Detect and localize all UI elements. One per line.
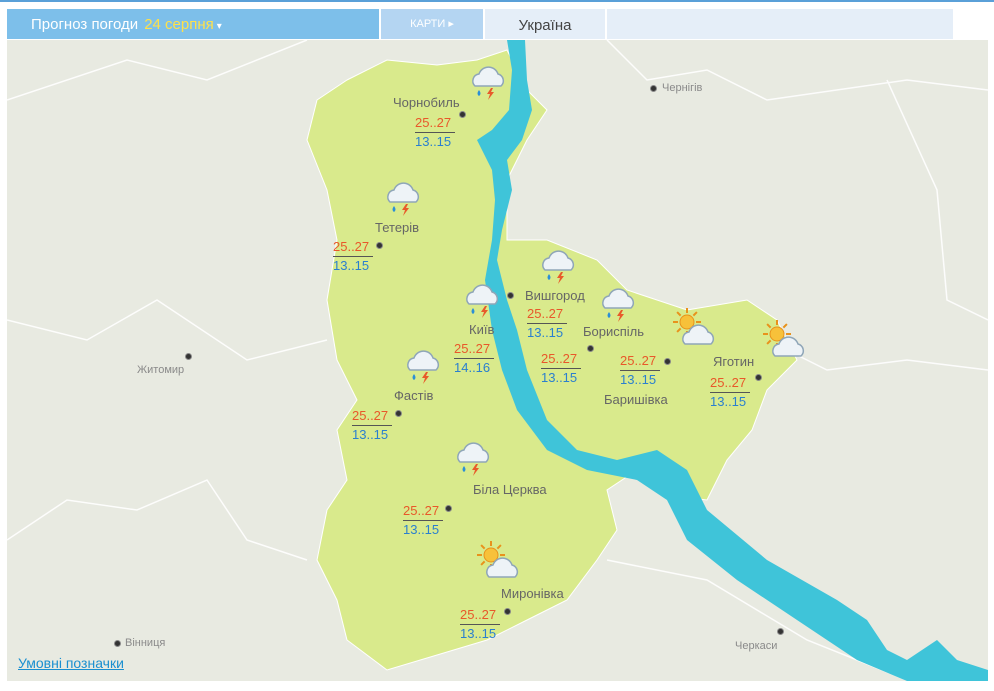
city-dot [755,374,762,381]
city-dot [459,111,466,118]
city-label: Тетерів [375,220,420,235]
city-label: Біла Церква [473,482,547,497]
city-dot [777,628,784,635]
cloud-rain-thunder-icon [400,344,446,384]
temperature-block: 25..27 13..15 [415,114,456,151]
city-label: Фастів [394,388,434,403]
header-tabs: Прогноз погоди 24 серпня ▾ КАРТИ ▸ Україна [7,9,953,39]
city-label-zhytomyr: Житомир [137,364,185,376]
temp-low: 14..16 [454,360,491,375]
tab-ukraine[interactable]: Україна [485,9,605,39]
temperature-block: 25..27 13..15 [403,502,444,539]
temp-high: 25..27 [454,340,495,359]
temp-high: 25..27 [710,374,751,393]
temperature-block: 25..27 13..15 [460,606,501,643]
map-background [7,40,988,681]
city-label-vinnytsia: Вінниця [125,637,166,649]
header-title: Прогноз погоди [31,16,139,33]
sun-cloud-icon [473,541,519,581]
temp-high: 25..27 [415,114,456,133]
city-label: Баришівка [604,392,668,407]
city-label: Бориспіль [583,324,645,339]
temp-low: 13..15 [333,258,370,273]
chevron-down-icon: ▾ [216,21,222,32]
temp-low: 13..15 [352,427,389,442]
temp-low: 13..15 [541,370,578,385]
cloud-rain-thunder-icon [535,244,581,284]
city-dot [504,608,511,615]
temp-high: 25..27 [460,606,501,625]
temp-low: 13..15 [415,134,452,149]
legend-link[interactable]: Умовні позначки [18,655,124,671]
cloud-rain-thunder-icon [380,176,426,216]
temp-high: 25..27 [403,502,444,521]
temp-high: 25..27 [620,352,661,371]
city-dot [395,410,402,417]
city-dot [507,292,514,299]
city-dot [587,345,594,352]
temp-low: 13..15 [403,522,440,537]
temp-low: 13..15 [620,372,657,387]
tab-maps[interactable]: КАРТИ ▸ [381,9,483,39]
temp-low: 13..15 [460,626,497,641]
temperature-block: 25..27 13..15 [352,407,393,444]
temp-low: 13..15 [710,394,747,409]
temp-high: 25..27 [333,238,374,257]
cloud-rain-thunder-icon [450,436,496,476]
sun-cloud-icon [669,308,715,348]
forecast-date-selector[interactable]: Прогноз погоди 24 серпня ▾ [7,9,379,39]
tab-bar-filler [607,9,953,39]
city-label: Вишгород [525,288,585,303]
date-dropdown[interactable]: 24 серпня [144,16,214,33]
chevron-right-icon: ▸ [448,18,454,30]
temperature-block: 25..27 13..15 [541,350,582,387]
city-dot [650,85,657,92]
temperature-block: 25..27 13..15 [710,374,751,411]
temp-high: 25..27 [527,305,568,324]
city-dot [185,353,192,360]
city-label-chernihiv: Чернігів [662,82,703,94]
sun-cloud-icon [759,320,805,360]
temperature-block: 25..27 13..15 [527,305,568,342]
city-dot [114,640,121,647]
temperature-block: 25..27 13..15 [620,352,661,389]
city-dot [664,358,671,365]
cloud-rain-thunder-icon [465,60,511,100]
city-label: Миронівка [501,586,564,601]
city-dot [376,242,383,249]
city-label-cherkasy: Черкаси [735,640,778,652]
temp-low: 13..15 [527,325,564,340]
cloud-rain-thunder-icon [459,278,505,318]
city-label: Яготин [713,354,755,369]
dnipro-river [477,40,988,681]
temp-high: 25..27 [352,407,393,426]
weather-map[interactable]: Чернігів Житомир Черкаси Вінниця Чорноби… [7,40,988,681]
city-label: Чорнобиль [393,95,460,110]
temperature-block: 25..27 13..15 [333,238,374,275]
cloud-rain-thunder-icon [595,282,641,322]
city-label: Київ [469,322,495,337]
city-dot [445,505,452,512]
temperature-block: 25..27 14..16 [454,340,495,377]
temp-high: 25..27 [541,350,582,369]
top-border [0,0,994,2]
tab-maps-label: КАРТИ [410,18,446,30]
